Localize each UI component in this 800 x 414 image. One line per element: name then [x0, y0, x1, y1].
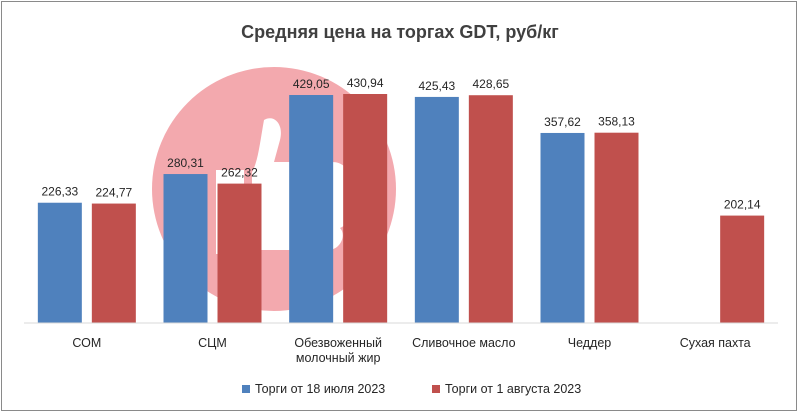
data-label-s1-c4: 425,43: [418, 79, 455, 93]
bar-s2-c2: [217, 183, 262, 323]
category-label-5: Чеддер: [568, 336, 612, 350]
data-label-s2-c1: 224,77: [95, 186, 132, 200]
category-label-1: СОМ: [72, 336, 101, 350]
bar-s1-c1: [37, 202, 82, 323]
plot-area: 226,33 224,77 280,31 262,32 429,05 430,94 425,…: [37, 76, 765, 324]
bar-s1-c4: [414, 96, 459, 323]
data-label-s1-c1: 226,33: [41, 185, 78, 199]
data-label-s1-c2: 280,31: [167, 156, 204, 170]
category-labels: СОМ СЦМ Обезвоженный молочный жир Сливочное …: [72, 336, 750, 365]
category-label-2: СЦМ: [198, 336, 227, 350]
bar-s1-c5: [540, 132, 585, 323]
data-label-s2-c4: 428,65: [472, 77, 509, 91]
legend-swatch-2: [432, 385, 440, 393]
bar-s2-c4: [468, 95, 513, 324]
data-label-s2-c6: 202,14: [724, 198, 761, 212]
legend-label-2: Торги от 1 августа 2023: [445, 382, 581, 396]
category-label-6: Сухая пахта: [680, 336, 751, 350]
legend: Торги от 18 июля 2023 Торги от 1 августа …: [242, 382, 581, 396]
data-label-s1-c3: 429,05: [293, 77, 330, 91]
data-label-s2-c3: 430,94: [347, 76, 384, 90]
bar-s1-c2: [163, 174, 208, 323]
category-label-4: Сливочное масло: [412, 336, 516, 350]
data-label-s1-c5: 357,62: [544, 115, 581, 129]
bar-s2-c1: [91, 203, 136, 323]
bar-s2-c3: [343, 94, 388, 323]
category-label-3: Обезвоженный молочный жир: [294, 336, 382, 365]
chart-title: Средняя цена на торгах GDT, руб/кг: [241, 22, 559, 42]
legend-label-1: Торги от 18 июля 2023: [255, 382, 385, 396]
bar-s2-c6: [720, 215, 765, 323]
data-label-s2-c2: 262,32: [221, 166, 258, 180]
bar-s1-c3: [289, 95, 334, 324]
data-label-s2-c5: 358,13: [598, 115, 635, 129]
bar-s2-c5: [594, 132, 639, 323]
legend-swatch-1: [242, 385, 250, 393]
